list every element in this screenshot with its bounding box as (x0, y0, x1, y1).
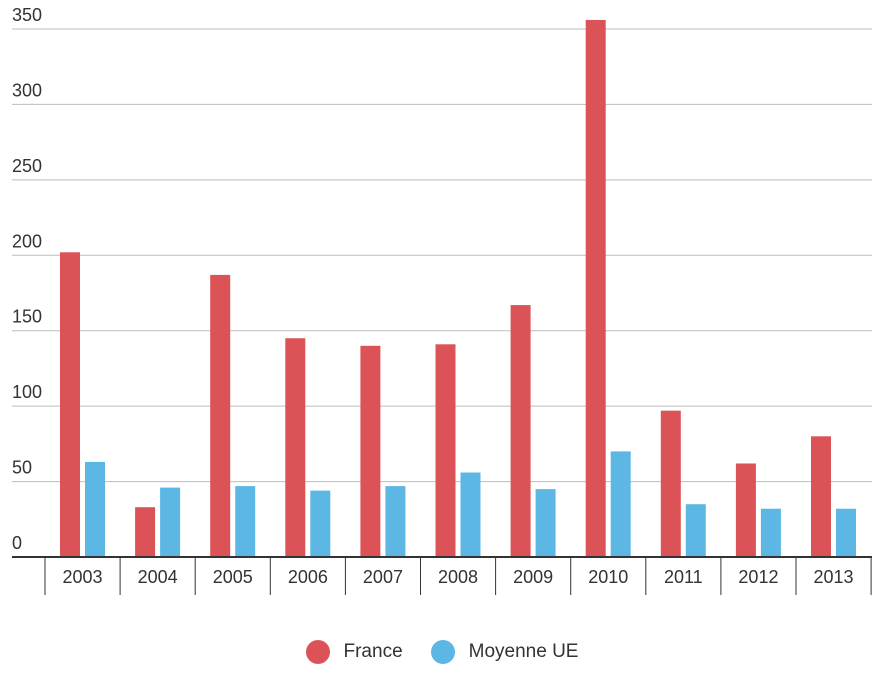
bar-france (660, 410, 681, 557)
y-tick-label: 0 (12, 533, 22, 553)
bar-moyenne-ue (385, 486, 406, 557)
bar-moyenne-ue (85, 461, 105, 557)
legend-item-france: France (305, 640, 403, 664)
grid-lines (12, 28, 872, 483)
x-tick-label: 2012 (738, 567, 778, 587)
y-tick-label: 350 (12, 5, 42, 25)
x-tick-label: 2010 (588, 567, 628, 587)
bar-moyenne-ue (535, 489, 556, 557)
x-tick-label: 2007 (363, 567, 403, 587)
bar-france (285, 338, 306, 557)
bar-moyenne-ue (685, 504, 706, 557)
legend-swatch-france (305, 640, 330, 664)
bar-moyenne-ue (310, 490, 331, 557)
bar-moyenne-ue (235, 486, 256, 557)
y-axis-tick-labels: 0 50 100 150 200 250 300 350 (12, 5, 42, 553)
bar-moyenne-ue (610, 451, 631, 557)
y-tick-label: 50 (12, 458, 32, 478)
x-tick-label: 2008 (438, 567, 478, 587)
bars (60, 19, 856, 558)
bar-france (510, 305, 531, 557)
x-tick-label: 2003 (63, 567, 103, 587)
bar-france (811, 436, 831, 557)
bar-france (435, 344, 456, 557)
y-tick-label: 250 (12, 156, 42, 176)
x-tick-label: 2005 (213, 567, 253, 587)
legend-label-france: France (343, 641, 403, 662)
bar-moyenne-ue (460, 472, 481, 557)
bar-france (135, 507, 156, 557)
bar-moyenne-ue (160, 487, 181, 557)
legend: France Moyenne UE (0, 638, 884, 666)
x-tick-label: 2013 (814, 567, 854, 587)
x-tick-label: 2009 (513, 567, 553, 587)
y-tick-label: 100 (12, 382, 42, 402)
x-tick-label: 2011 (664, 567, 703, 587)
bar-france (585, 19, 606, 558)
y-tick-label: 300 (12, 80, 42, 100)
bar-moyenne-ue (836, 508, 856, 557)
legend-swatch-moyenne-ue (430, 640, 455, 664)
bar-france (210, 274, 231, 557)
x-axis: 2003 2004 2005 2006 2007 2008 2009 2010 2011 2012… (12, 556, 872, 595)
bar-france (60, 252, 80, 558)
bar-moyenne-ue (760, 508, 781, 557)
bar-france (735, 463, 756, 557)
legend-label-moyenne-ue: Moyenne UE (468, 641, 579, 662)
y-tick-label: 200 (12, 231, 42, 251)
x-tick-label: 2004 (138, 567, 178, 587)
x-tick-label: 2006 (288, 567, 328, 587)
bar-france (360, 345, 381, 557)
y-tick-label: 150 (12, 307, 42, 327)
legend-item-moyenne-ue: Moyenne UE (430, 640, 579, 664)
